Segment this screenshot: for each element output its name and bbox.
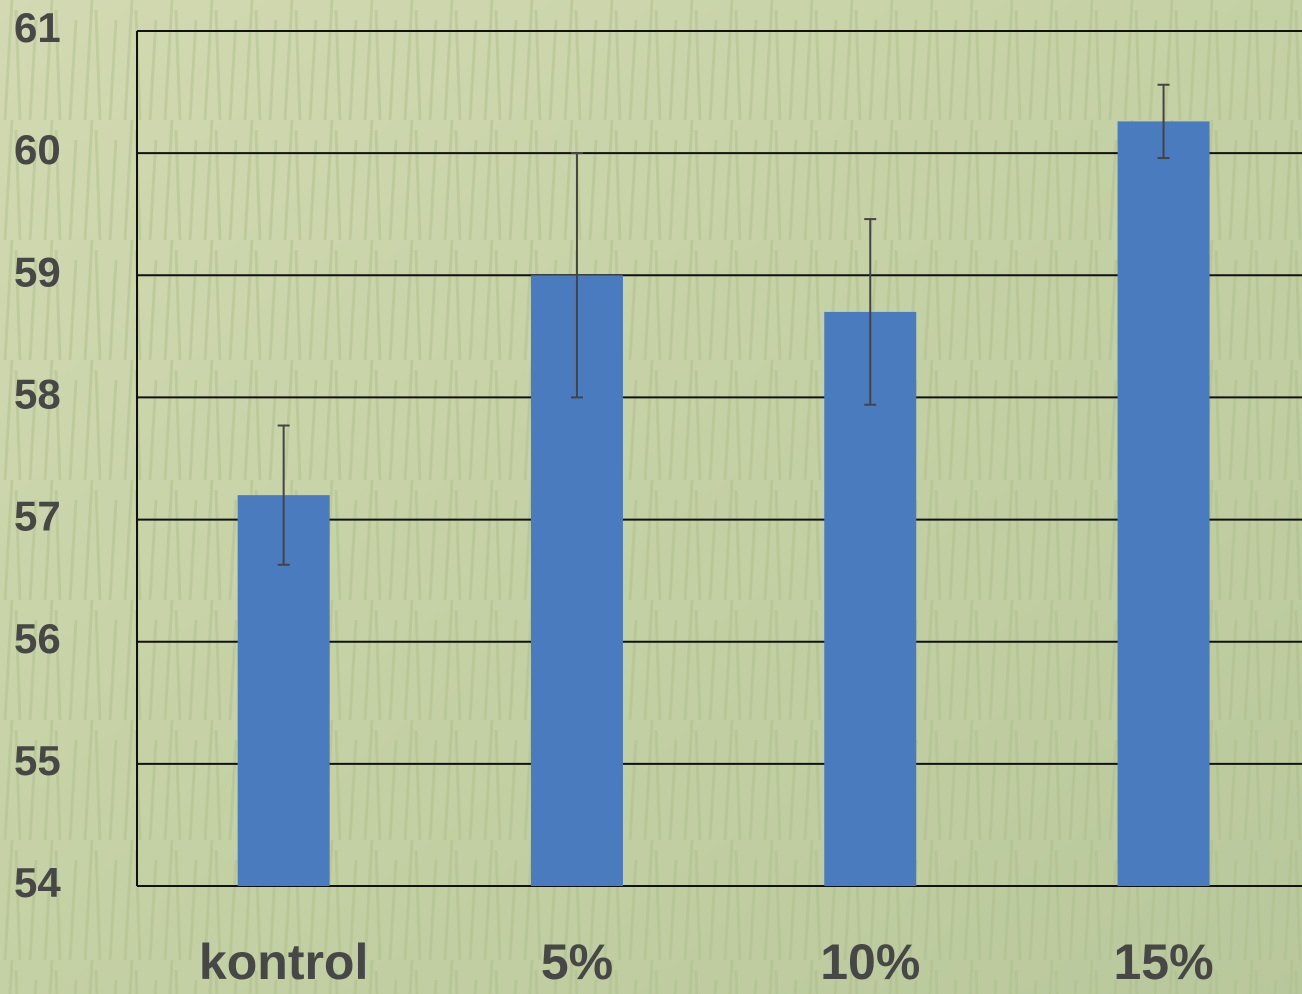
- y-tick-label: 55: [14, 737, 61, 784]
- y-tick-label: 60: [14, 126, 61, 173]
- y-tick-label: 61: [14, 4, 61, 51]
- x-tick-label: 5%: [541, 934, 613, 990]
- y-tick-label: 57: [14, 493, 61, 540]
- bar: [1117, 121, 1210, 886]
- bar: [824, 311, 917, 886]
- x-tick-label: 10%: [820, 934, 920, 990]
- y-tick-label: 59: [14, 248, 61, 295]
- x-tick-label: 15%: [1114, 934, 1214, 990]
- y-tick-label: 54: [14, 859, 61, 906]
- y-tick-label: 58: [14, 371, 61, 418]
- x-tick-label: kontrol: [199, 934, 368, 990]
- y-tick-label: 56: [14, 615, 61, 662]
